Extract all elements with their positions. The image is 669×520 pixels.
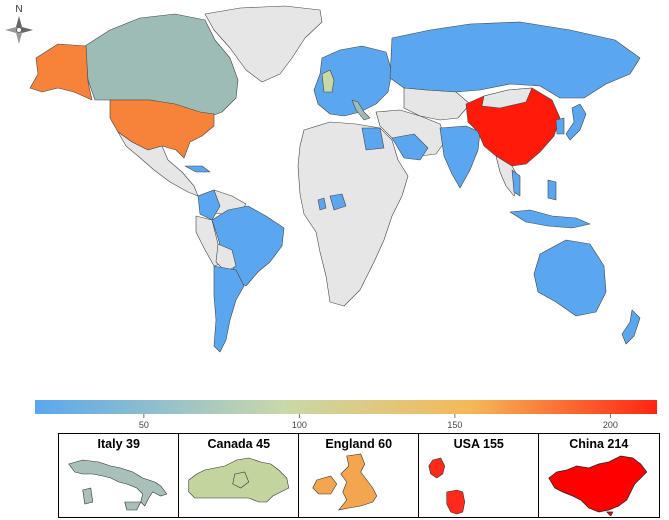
usa-outline [428,457,446,479]
country-vietnam [511,169,521,197]
italy-outline [124,501,142,511]
country-philippines [547,179,557,201]
country-egypt [361,127,385,151]
color-scale-legend: 50 100 150 200 [35,400,657,430]
inset-canada: Canada 45 [178,433,300,518]
inset-title: Italy 39 [97,437,140,451]
country-italy [351,99,371,121]
country-uk [321,69,335,93]
inset-usa: USA 155 [418,433,540,518]
country-usa-alaska [29,43,93,101]
inset-title: USA 155 [453,437,504,451]
country-nigeria [329,193,347,211]
canada-shape [188,457,290,503]
italy-outline [68,459,168,507]
usa-shape [428,457,466,515]
usa-outline [446,489,466,515]
england-shape [312,453,378,511]
country-japan [565,103,587,141]
country-mexico [117,131,199,197]
inset-england: England 60 [298,433,420,518]
country-saudi-arabia [391,133,429,161]
country-colombia [197,189,221,221]
country-new-zealand [621,309,641,345]
colorbar-tick-label: 50 [139,420,149,430]
inset-italy: Italy 39 [58,433,180,518]
compass-north-label: N [15,4,23,15]
country-insets: Italy 39 Canada 45 England 60 USA 155 Ch… [58,433,660,518]
inset-china: China 214 [538,433,660,518]
compass-rose-icon [5,16,33,44]
country-india [439,125,481,189]
inset-title: China 214 [569,437,629,451]
country-mongolia [481,87,533,109]
colorbar-tick-label: 100 [292,420,307,430]
country-greenland [204,5,323,83]
world-map [29,5,641,353]
country-argentina [213,265,245,353]
china-shape [548,455,648,516]
inset-title: Canada 45 [207,437,271,451]
china-outline [548,455,648,513]
italy-shape [68,459,168,511]
colorbar-tick-label: 200 [603,420,618,430]
country-middle-east [375,109,447,157]
country-ghana [317,197,327,211]
england-outline [338,453,378,511]
country-africa [297,121,409,307]
country-central-asia [403,87,471,121]
country-indonesia [509,209,591,229]
colorbar-tick-label: 150 [447,420,462,430]
canada-outline [232,471,250,489]
country-korea [555,117,565,135]
country-cuba [184,165,211,173]
italy-outline [82,487,94,505]
england-outline [312,475,338,495]
inset-title: England 60 [325,437,393,451]
country-europe [313,45,393,117]
china-outline [605,511,614,516]
color-scale-bar [35,400,657,414]
country-australia [533,239,607,317]
compass: N [4,4,34,44]
